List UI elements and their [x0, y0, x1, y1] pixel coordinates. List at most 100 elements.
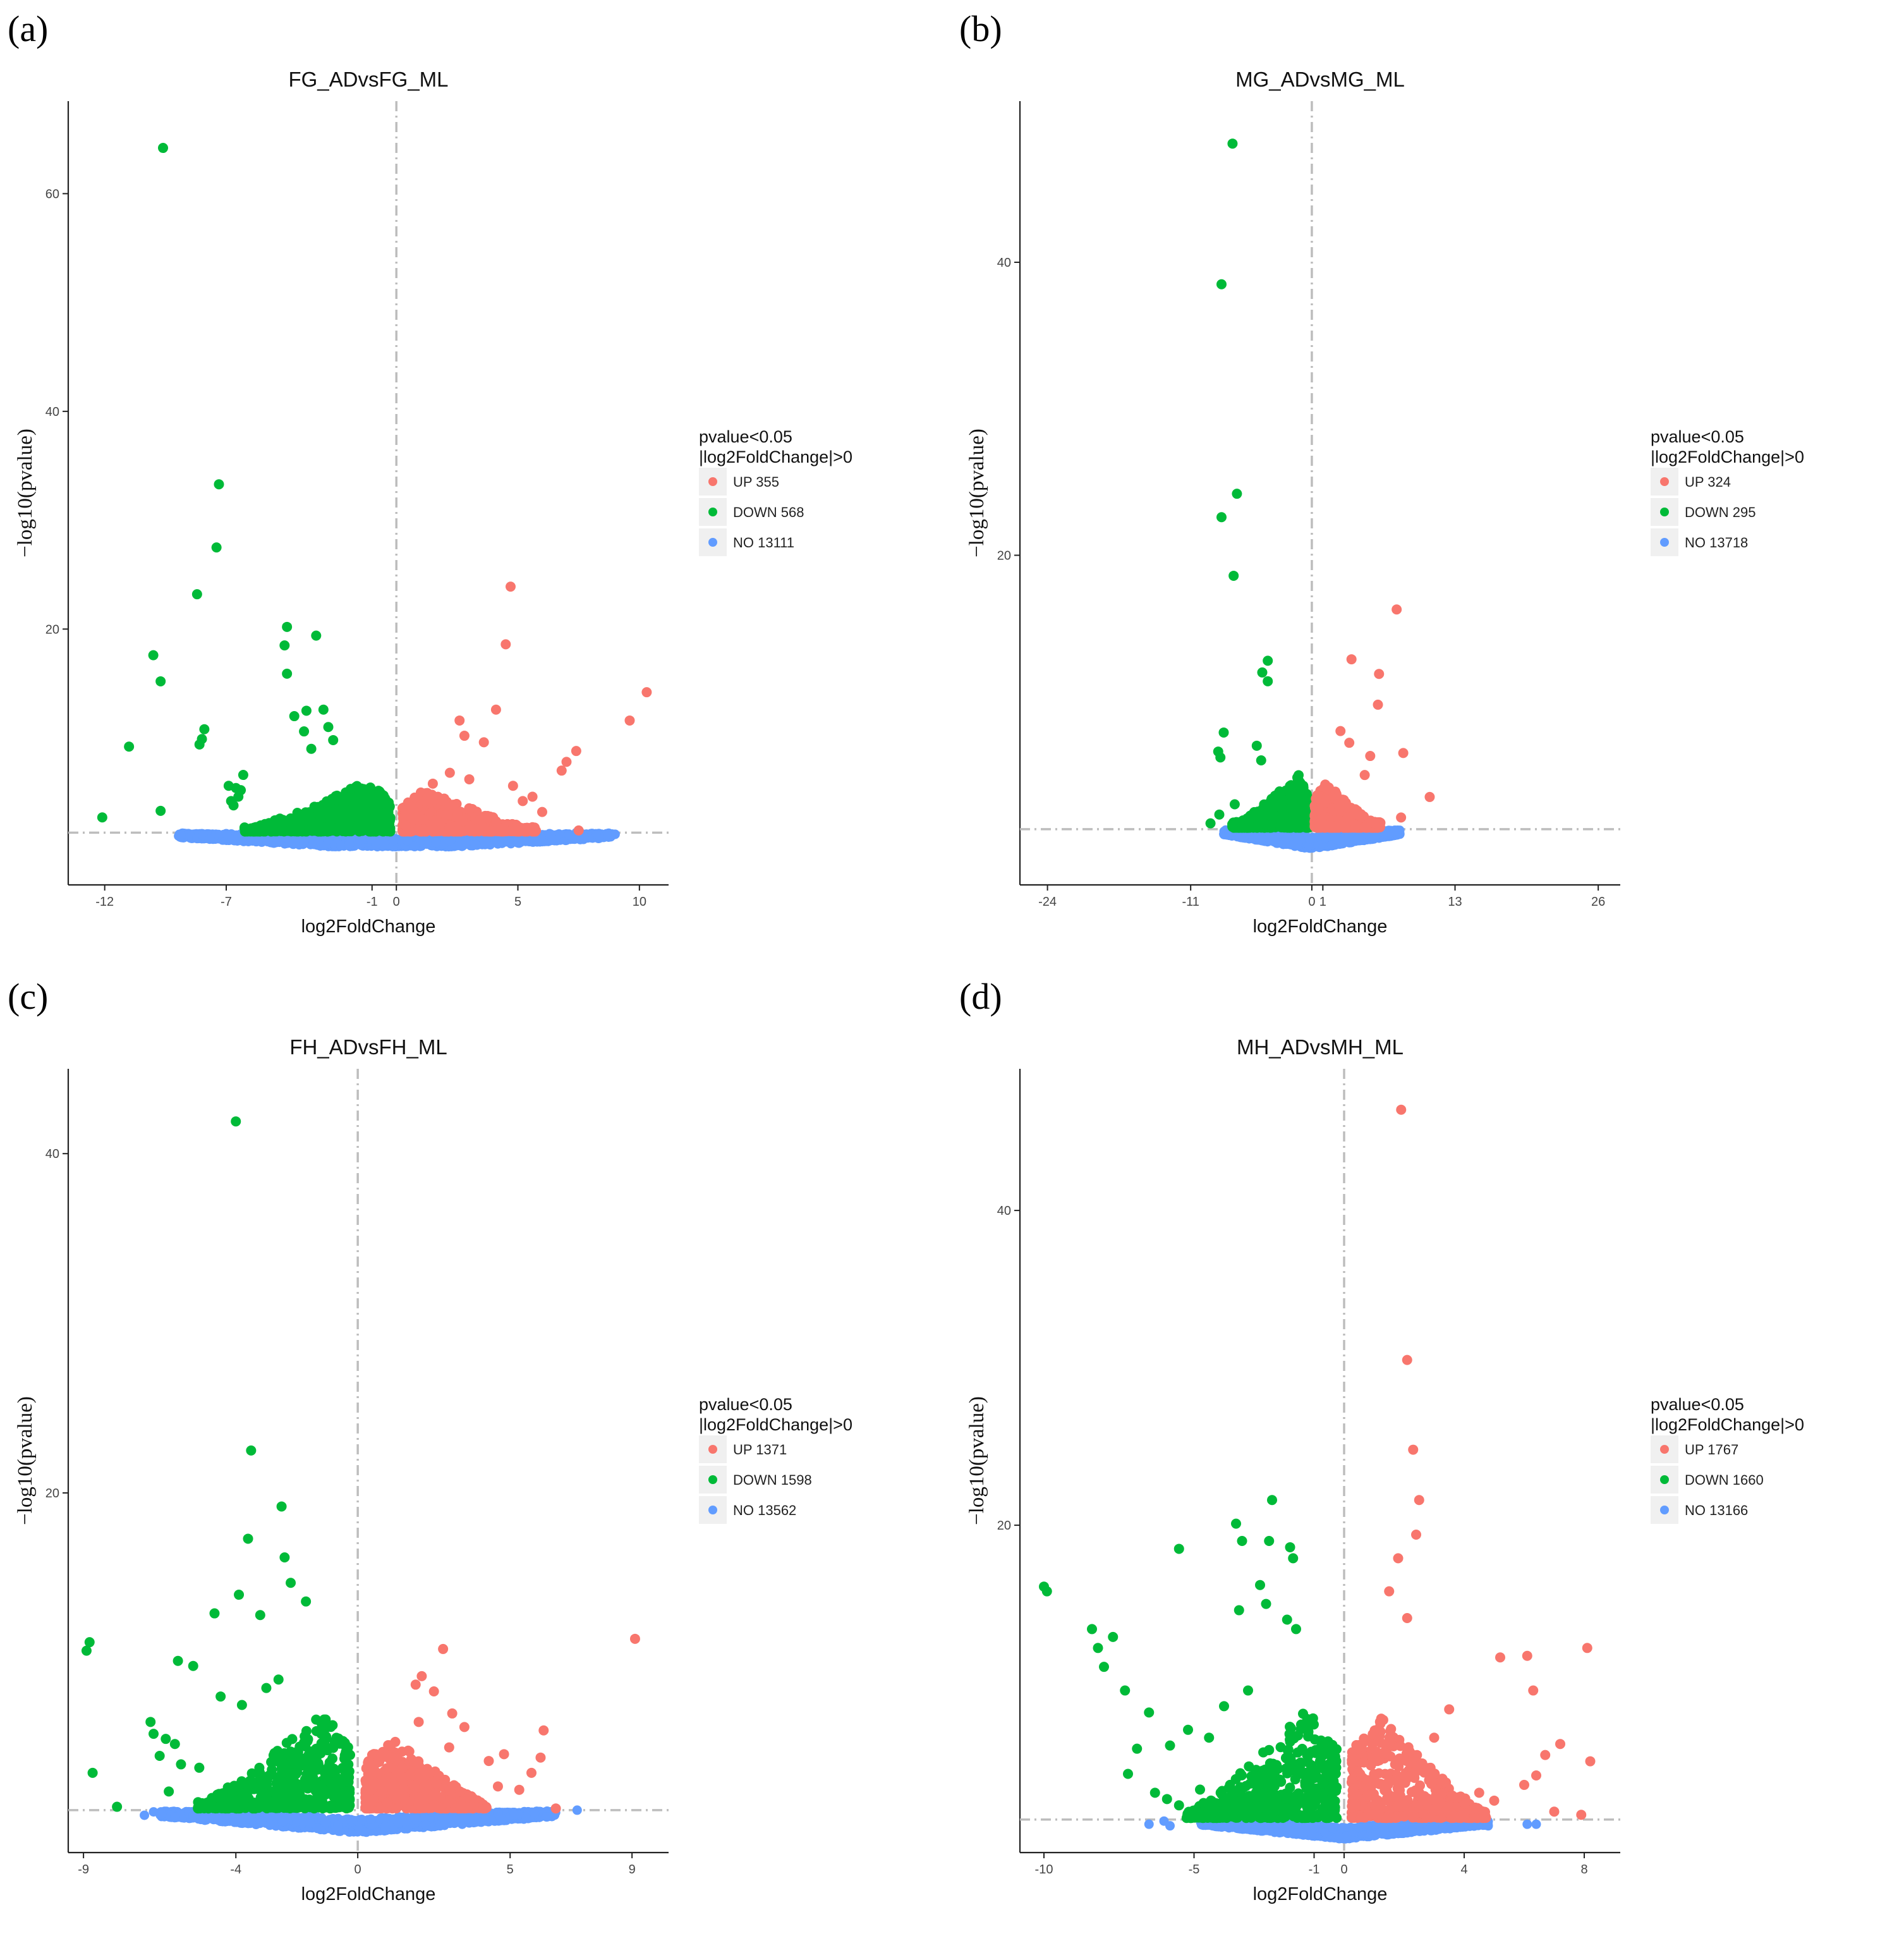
data-point-down — [325, 807, 336, 817]
data-point-up — [624, 715, 635, 726]
data-point-no — [288, 839, 298, 849]
legend-entry-label: DOWN 568 — [733, 504, 804, 520]
data-point-down — [311, 630, 322, 641]
data-point-down — [1218, 727, 1229, 738]
data-point-down — [1229, 799, 1240, 810]
data-point-down — [155, 805, 166, 816]
data-point-down — [358, 825, 369, 836]
y-axis-label: −log10(pvalue) — [14, 429, 37, 557]
data-point-up — [444, 767, 455, 778]
data-point-up — [444, 822, 455, 832]
data-point-up — [527, 791, 538, 802]
data-point-up — [571, 746, 581, 757]
y-tick-label: 40 — [45, 405, 59, 419]
data-point-down — [1286, 780, 1297, 791]
data-point-down — [1256, 755, 1266, 765]
data-point-no — [323, 834, 333, 844]
data-point-down — [378, 798, 389, 808]
data-point-up — [513, 825, 524, 836]
x-tick-label: 10 — [633, 895, 646, 909]
data-point-down — [233, 791, 244, 802]
legend-key-no — [708, 538, 717, 547]
data-point-no — [1305, 834, 1315, 844]
data-point-no — [344, 839, 355, 849]
legend-entry-label: UP 355 — [733, 474, 779, 490]
data-point-down — [375, 788, 386, 799]
series-no — [174, 827, 620, 852]
data-point-down — [289, 711, 300, 722]
volcano-plot-b: MG_ADvsMG_ML-24 -11 0 1 13 262040log2FoldChan… — [966, 68, 1804, 937]
data-point-up — [507, 781, 518, 791]
data-point-down — [1227, 819, 1238, 830]
data-point-down — [282, 668, 293, 679]
data-point-up — [475, 814, 485, 825]
data-point-down — [1214, 809, 1225, 820]
x-tick-label: 1 — [1319, 895, 1326, 909]
data-point-up — [418, 814, 429, 825]
data-point-no — [545, 829, 555, 839]
data-point-down — [1289, 815, 1300, 825]
data-point-no — [379, 838, 389, 848]
legend-title: |log2FoldChange|>0 — [699, 447, 852, 466]
data-point-no — [1235, 832, 1246, 842]
y-tick-label: 40 — [997, 256, 1011, 270]
x-tick-label: -12 — [95, 895, 114, 909]
data-point-down — [1242, 822, 1252, 833]
x-tick-label: 0 — [1308, 895, 1315, 909]
data-point-down — [124, 741, 135, 752]
data-point-down — [191, 589, 202, 600]
data-point-down — [328, 734, 339, 745]
data-point-no — [423, 837, 433, 848]
data-point-down — [155, 676, 166, 686]
data-point-no — [314, 834, 324, 844]
data-point-up — [526, 825, 537, 836]
data-point-down — [315, 813, 326, 824]
data-point-down — [1227, 138, 1238, 149]
data-point-up — [427, 778, 438, 789]
data-point-no — [1257, 833, 1267, 843]
data-point-down — [1216, 279, 1227, 289]
data-point-up — [440, 810, 451, 820]
data-point-no — [1332, 835, 1342, 845]
data-point-down — [228, 800, 239, 811]
volcano-panel-b: (b) MG_ADvsMG_ML -24 -11 0 1 13 26 20 40 log2Fold… — [952, 0, 1903, 968]
data-point-down — [211, 542, 222, 553]
data-point-down — [238, 770, 248, 781]
x-axis-label: log2FoldChange — [1253, 916, 1388, 937]
data-point-down — [321, 796, 332, 807]
data-point-up — [459, 731, 470, 741]
data-point-up — [641, 687, 652, 698]
data-point-down — [1215, 752, 1226, 763]
data-point-down — [344, 814, 355, 825]
data-point-down — [323, 825, 334, 836]
series-down — [97, 143, 396, 837]
data-point-down — [279, 640, 290, 651]
data-point-down — [338, 793, 349, 804]
x-tick-label: -11 — [1182, 895, 1199, 909]
series-up — [397, 581, 652, 837]
legend-entry-label: NO 13111 — [733, 535, 794, 551]
data-point-down — [1251, 740, 1262, 751]
data-point-down — [1252, 811, 1263, 822]
data-point-down — [97, 812, 107, 823]
data-point-no — [471, 840, 481, 850]
data-point-up — [401, 820, 411, 831]
data-point-up — [406, 813, 416, 824]
x-tick-label: 26 — [1591, 895, 1605, 909]
data-point-down — [271, 825, 282, 836]
data-point-up — [449, 800, 459, 810]
y-tick-label: 60 — [45, 187, 59, 201]
data-point-down — [1278, 809, 1289, 820]
y-axis-label: −log10(pvalue) — [966, 429, 988, 557]
data-point-no — [205, 834, 215, 844]
data-point-down — [365, 810, 375, 821]
data-point-no — [389, 836, 399, 846]
data-point-down — [313, 806, 324, 817]
series-up — [1309, 604, 1435, 833]
data-point-up — [454, 715, 465, 726]
data-point-down — [1292, 789, 1302, 800]
x-tick-label: -7 — [221, 895, 232, 909]
data-point-no — [176, 829, 186, 839]
plot-title: FG_ADvsFG_ML — [288, 68, 448, 91]
data-point-no — [564, 830, 574, 840]
